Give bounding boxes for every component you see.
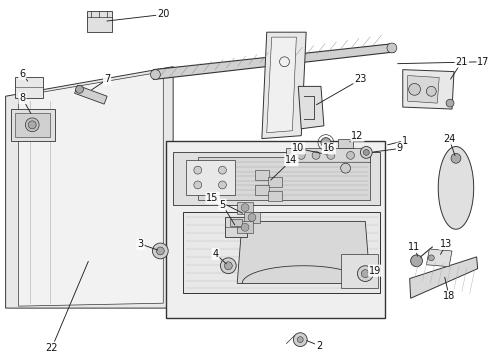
Polygon shape bbox=[244, 212, 259, 223]
Polygon shape bbox=[87, 10, 112, 32]
Text: 15: 15 bbox=[206, 193, 218, 203]
Polygon shape bbox=[19, 72, 163, 306]
Circle shape bbox=[320, 138, 330, 148]
Circle shape bbox=[156, 247, 164, 255]
Polygon shape bbox=[225, 217, 246, 237]
Polygon shape bbox=[407, 76, 438, 103]
Text: 17: 17 bbox=[476, 57, 488, 67]
Circle shape bbox=[427, 255, 433, 261]
Polygon shape bbox=[426, 249, 451, 267]
Polygon shape bbox=[254, 170, 268, 180]
Circle shape bbox=[297, 337, 303, 343]
Bar bbox=[185, 160, 235, 195]
Circle shape bbox=[410, 255, 422, 267]
Circle shape bbox=[28, 121, 36, 129]
Polygon shape bbox=[409, 257, 477, 298]
Polygon shape bbox=[437, 147, 473, 229]
Polygon shape bbox=[266, 37, 296, 133]
Polygon shape bbox=[261, 32, 305, 139]
Text: 5: 5 bbox=[219, 200, 225, 210]
Text: 16: 16 bbox=[322, 144, 334, 153]
Polygon shape bbox=[267, 191, 281, 201]
Polygon shape bbox=[237, 221, 369, 283]
Text: 4: 4 bbox=[212, 249, 218, 259]
Circle shape bbox=[224, 262, 232, 270]
Polygon shape bbox=[16, 113, 50, 137]
Circle shape bbox=[361, 270, 368, 278]
Circle shape bbox=[241, 204, 248, 212]
Text: 22: 22 bbox=[45, 342, 58, 352]
Polygon shape bbox=[298, 86, 323, 129]
Polygon shape bbox=[237, 221, 252, 233]
Bar bbox=[166, 141, 384, 318]
Circle shape bbox=[346, 152, 354, 159]
Bar bbox=[16, 77, 43, 98]
Circle shape bbox=[450, 153, 460, 163]
Polygon shape bbox=[11, 109, 55, 141]
Circle shape bbox=[193, 181, 202, 189]
Circle shape bbox=[150, 69, 160, 80]
Polygon shape bbox=[173, 152, 379, 204]
Polygon shape bbox=[153, 44, 394, 80]
Circle shape bbox=[360, 147, 371, 158]
Circle shape bbox=[218, 166, 226, 174]
Text: 12: 12 bbox=[350, 131, 363, 141]
Circle shape bbox=[152, 243, 168, 259]
Circle shape bbox=[426, 86, 435, 96]
Text: 7: 7 bbox=[104, 75, 110, 85]
Circle shape bbox=[340, 163, 350, 173]
Text: 13: 13 bbox=[439, 239, 451, 249]
Circle shape bbox=[311, 152, 319, 159]
Text: 8: 8 bbox=[19, 93, 25, 103]
Circle shape bbox=[241, 223, 248, 231]
Polygon shape bbox=[254, 185, 268, 195]
Circle shape bbox=[408, 84, 420, 95]
Text: 18: 18 bbox=[442, 291, 454, 301]
Circle shape bbox=[445, 99, 453, 107]
Circle shape bbox=[247, 213, 255, 221]
Bar bbox=[230, 219, 242, 226]
Text: 2: 2 bbox=[315, 341, 322, 351]
Text: 20: 20 bbox=[157, 9, 169, 19]
Text: 9: 9 bbox=[396, 144, 402, 153]
Circle shape bbox=[76, 85, 83, 93]
Polygon shape bbox=[5, 67, 173, 308]
Text: 23: 23 bbox=[353, 75, 366, 85]
Circle shape bbox=[326, 152, 334, 159]
Text: 6: 6 bbox=[19, 68, 25, 78]
Circle shape bbox=[293, 333, 306, 347]
Text: 14: 14 bbox=[285, 155, 297, 165]
Polygon shape bbox=[286, 148, 369, 162]
Polygon shape bbox=[402, 69, 453, 109]
Circle shape bbox=[25, 118, 39, 132]
Circle shape bbox=[297, 152, 305, 159]
Polygon shape bbox=[267, 177, 281, 187]
Polygon shape bbox=[183, 212, 379, 293]
Circle shape bbox=[386, 43, 396, 53]
Bar bbox=[337, 139, 353, 148]
Text: 3: 3 bbox=[137, 239, 143, 249]
Circle shape bbox=[218, 181, 226, 189]
Polygon shape bbox=[340, 254, 377, 288]
Polygon shape bbox=[75, 85, 107, 104]
Text: 11: 11 bbox=[407, 242, 420, 252]
Text: 19: 19 bbox=[368, 266, 381, 276]
Polygon shape bbox=[237, 202, 252, 213]
Circle shape bbox=[220, 258, 236, 274]
Polygon shape bbox=[197, 157, 369, 200]
Text: 1: 1 bbox=[401, 136, 407, 145]
Text: 24: 24 bbox=[442, 134, 454, 144]
Circle shape bbox=[357, 266, 372, 282]
Text: 10: 10 bbox=[291, 144, 304, 153]
Text: 21: 21 bbox=[455, 57, 467, 67]
Circle shape bbox=[193, 166, 202, 174]
Circle shape bbox=[363, 149, 368, 156]
